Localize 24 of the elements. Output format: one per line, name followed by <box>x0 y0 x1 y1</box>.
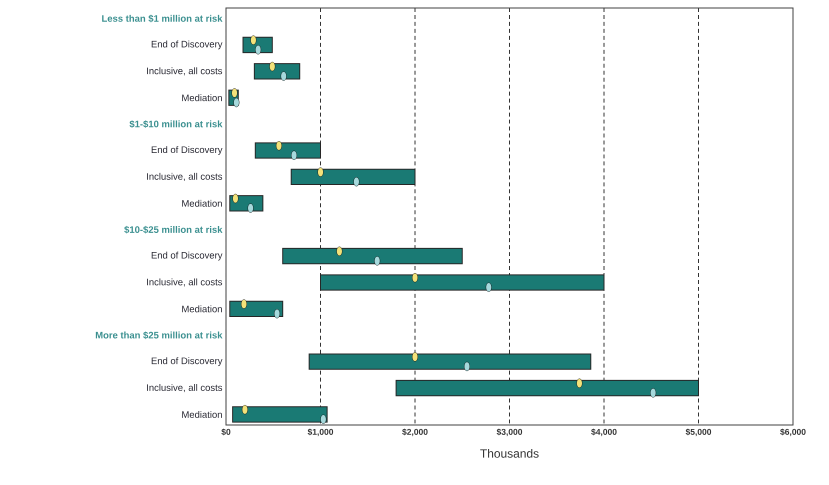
y-tick-label: $10-$25 million at risk <box>124 226 222 234</box>
x-tick-label: $6,000 <box>780 428 806 436</box>
y-tick-label: Inclusive, all costs <box>147 172 222 181</box>
y-tick-label: Mediation <box>182 94 222 102</box>
y-tick-label: Inclusive, all costs <box>147 278 222 287</box>
y-tick-label: Mediation <box>182 410 222 418</box>
x-tick-label: $3,000 <box>496 428 522 436</box>
y-tick-label: More than $25 million at risk <box>96 331 223 340</box>
y-tick-label: Less than $1 million at risk <box>102 14 223 22</box>
y-tick-label: Mediation <box>182 305 222 312</box>
x-tick-label: $4,000 <box>591 428 617 436</box>
x-tick-label: $2,000 <box>402 428 428 436</box>
y-tick-label: Inclusive, all costs <box>147 67 222 76</box>
y-tick-label: $1-$10 million at risk <box>130 120 222 128</box>
x-tick-label: $0 <box>221 428 230 436</box>
x-tick-label: $5,000 <box>686 428 712 436</box>
y-tick-label: End of Discovery <box>152 40 222 50</box>
y-tick-label: End of Discovery <box>152 252 222 260</box>
x-axis-title: Thousands <box>480 448 539 458</box>
x-tick-label: $1,000 <box>308 428 334 436</box>
y-tick-label: Inclusive, all costs <box>147 384 222 392</box>
y-tick-label: End of Discovery <box>152 146 222 155</box>
y-tick-label: Mediation <box>182 200 222 207</box>
y-tick-label: End of Discovery <box>152 357 222 366</box>
